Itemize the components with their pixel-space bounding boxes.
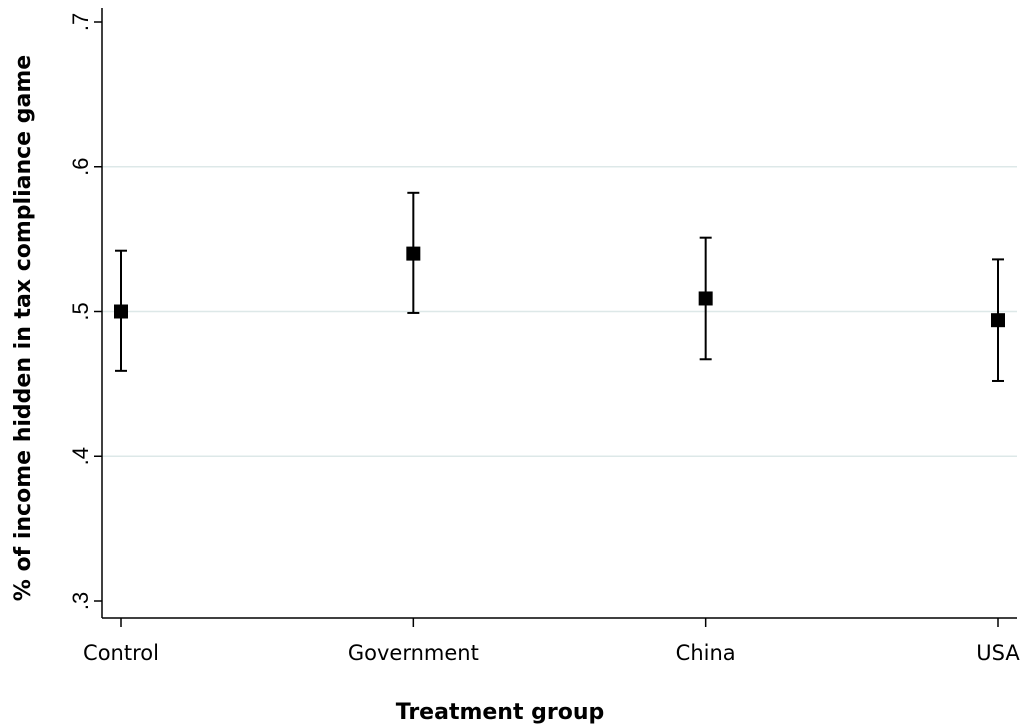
gridlines: [102, 166, 1017, 457]
x-axis-title: Treatment group: [396, 700, 605, 725]
y-axis-title: % of income hidden in tax compliance gam…: [11, 55, 36, 601]
y-tick-label: .7: [68, 13, 93, 31]
x-tick-label: Government: [348, 641, 479, 665]
point-marker: [991, 313, 1005, 328]
y-tick-label: .5: [68, 302, 93, 320]
y-tick-label: .4: [68, 447, 93, 465]
error-bar-point: [406, 191, 421, 314]
error-bar-point: [114, 249, 128, 372]
error-bar-point: [991, 258, 1005, 382]
x-tick-label: Control: [83, 641, 159, 665]
x-tick-label: China: [676, 641, 736, 665]
data-marks: [114, 191, 1005, 382]
error-bar-point: [698, 236, 713, 361]
x-tick-label: USA: [976, 641, 1020, 665]
point-marker: [698, 291, 713, 306]
y-tick-label: .3: [68, 592, 93, 610]
y-ticks: .3 .4 .5 .6 .7: [68, 13, 102, 610]
x-ticks: Control Government China USA: [83, 618, 1020, 665]
point-marker: [114, 304, 128, 319]
point-marker: [406, 246, 421, 261]
y-tick-label: .6: [68, 158, 93, 176]
